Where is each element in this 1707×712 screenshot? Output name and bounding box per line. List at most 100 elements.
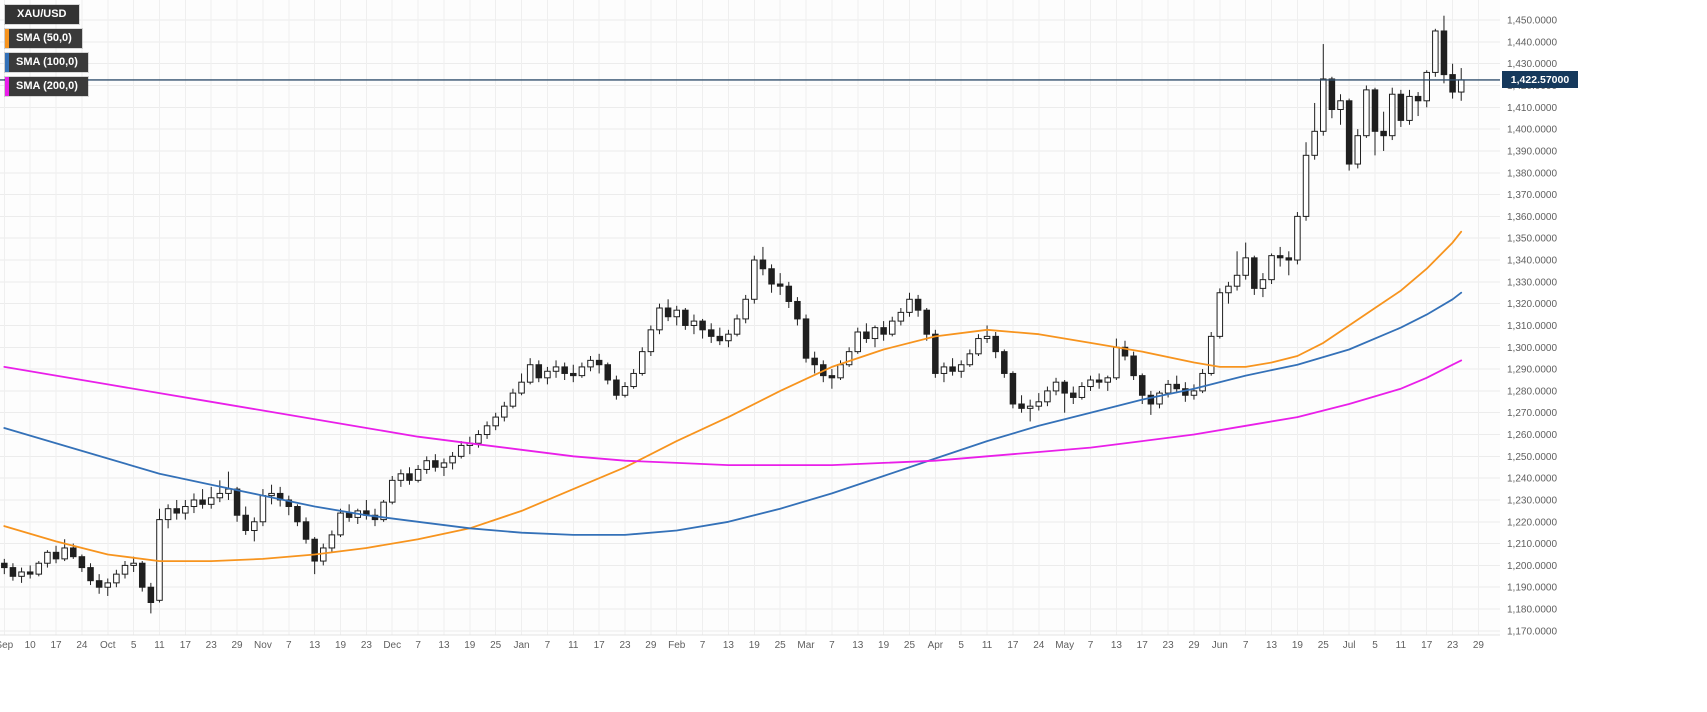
- x-axis-label: 24: [76, 640, 88, 651]
- y-axis-label: 1,440.0000: [1507, 37, 1557, 48]
- candle-body: [664, 307, 672, 318]
- candle-body: [1242, 257, 1249, 276]
- candle-body: [190, 499, 198, 508]
- candle-body: [880, 327, 887, 335]
- candle-body: [294, 506, 301, 523]
- candle-body: [173, 508, 180, 514]
- candle-body: [716, 335, 724, 342]
- candle-body: [1380, 130, 1387, 137]
- indicator-badge-sma-200[interactable]: SMA (200,0): [5, 77, 88, 96]
- candle-body: [742, 298, 749, 320]
- x-axis-label: 29: [232, 640, 244, 651]
- candle-body: [673, 309, 680, 318]
- candle-body: [1026, 405, 1034, 409]
- x-axis: Sep 10 17 24 Oct 5 11 17 23 29 Nov 7 13 19 23 Dec 7 13 19 2…: [0, 640, 1484, 651]
- y-axis-label: 1,300.0000: [1507, 343, 1557, 354]
- candle-body: [1199, 372, 1206, 392]
- candle-body: [518, 381, 525, 394]
- symbol-badge[interactable]: XAU/USD: [5, 5, 79, 24]
- candle-body: [113, 573, 120, 584]
- y-axis-label: 1,360.0000: [1507, 212, 1557, 223]
- x-axis-label: 7: [286, 640, 292, 651]
- x-axis-label: 23: [619, 640, 631, 651]
- sma-200-color-swatch: [5, 77, 9, 96]
- y-axis-label: 1,410.0000: [1507, 103, 1557, 114]
- x-axis-label: 17: [1007, 640, 1019, 651]
- candle-body: [18, 571, 25, 577]
- symbol-label: XAU/USD: [17, 8, 67, 20]
- x-axis-label: May: [1055, 640, 1074, 651]
- candle-body: [785, 285, 793, 302]
- candle-body: [1328, 78, 1336, 111]
- candle-body: [225, 488, 232, 494]
- x-axis-label: 25: [904, 640, 916, 651]
- candle-body: [1449, 74, 1456, 93]
- candle-body: [854, 331, 862, 353]
- candle-body: [1432, 30, 1439, 73]
- x-axis-label: 7: [829, 640, 835, 651]
- candle-body: [52, 551, 60, 560]
- y-axis-label: 1,220.0000: [1507, 517, 1557, 528]
- x-axis-label: 13: [1111, 640, 1123, 651]
- candle-body: [837, 364, 844, 379]
- candle-body: [1354, 135, 1362, 165]
- candle-body: [914, 298, 922, 311]
- x-axis-label: 11: [154, 640, 165, 651]
- indicator-label-sma-100: SMA (100,0): [16, 56, 78, 68]
- candle-body: [406, 473, 413, 481]
- x-axis-label: Jul: [1343, 640, 1356, 651]
- y-axis-label: 1,340.0000: [1507, 256, 1557, 267]
- candle-body: [423, 460, 430, 470]
- candle-body: [570, 372, 577, 377]
- x-axis-label: Mar: [797, 640, 815, 651]
- x-axis-label: 29: [1473, 640, 1485, 651]
- candle-body: [1345, 100, 1353, 165]
- candle-body: [1251, 257, 1258, 289]
- candle-body: [1052, 381, 1060, 392]
- candle-body: [1388, 93, 1396, 137]
- indicator-label-sma-200: SMA (200,0): [16, 80, 78, 92]
- candle-body: [535, 364, 543, 379]
- candle-body: [1070, 392, 1077, 398]
- candle-body: [863, 331, 870, 340]
- candle-body: [552, 366, 560, 372]
- sma-line-0: [3, 230, 1463, 562]
- candle-body: [699, 320, 706, 331]
- y-axis-label: 1,310.0000: [1507, 321, 1557, 332]
- candle-body: [966, 353, 974, 366]
- x-axis-label: 13: [438, 640, 450, 651]
- candle-body: [87, 567, 94, 582]
- price-chart-svg[interactable]: 1,170.0000 1,180.0000 1,190.0000 1,200.0000…: [0, 0, 1707, 660]
- candle-body: [682, 309, 689, 326]
- y-axis-label: 1,250.0000: [1507, 452, 1557, 463]
- candle-body: [1216, 292, 1224, 337]
- x-axis-label: 7: [700, 640, 706, 651]
- candle-body: [940, 366, 948, 374]
- y-axis-label: 1,280.0000: [1507, 386, 1557, 397]
- y-axis-label: 1,320.0000: [1507, 299, 1557, 310]
- candle-body: [733, 318, 741, 335]
- candle-body: [932, 333, 939, 374]
- candle-body: [1130, 355, 1137, 377]
- candle-body: [1363, 89, 1370, 137]
- candle-body: [1259, 279, 1267, 289]
- indicator-badge-sma-50[interactable]: SMA (50,0): [5, 29, 82, 48]
- x-axis-label: 23: [1447, 640, 1459, 651]
- candle-body: [207, 497, 215, 505]
- x-axis-label: Feb: [668, 640, 686, 651]
- grid-horizontal: [0, 19, 1500, 632]
- sma-line-1: [3, 291, 1463, 536]
- candle-body: [707, 329, 715, 337]
- candle-body: [1406, 95, 1413, 121]
- x-axis-label: 13: [309, 640, 321, 651]
- candle-body: [216, 492, 224, 499]
- indicator-badge-sma-100[interactable]: SMA (100,0): [5, 53, 88, 72]
- candle-body: [1156, 392, 1163, 405]
- candle-body: [630, 372, 637, 388]
- candle-body: [259, 495, 267, 523]
- candle-body: [138, 562, 146, 588]
- x-axis-label: 23: [206, 640, 218, 651]
- candle-body: [1, 562, 8, 569]
- candle-body: [1414, 95, 1422, 102]
- y-axis-label: 1,180.0000: [1507, 605, 1557, 616]
